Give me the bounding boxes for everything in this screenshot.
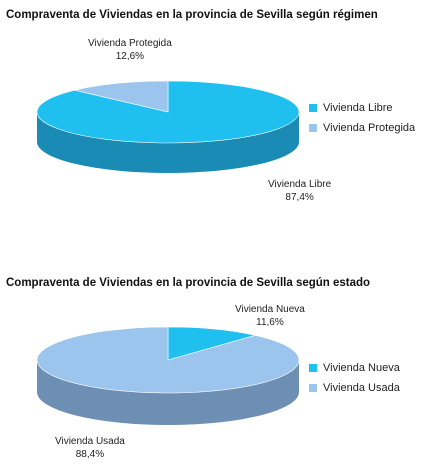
data-label-vivienda-protegida: Vivienda Protegida 12,6%	[88, 37, 172, 63]
data-label-name: Vivienda Libre	[268, 179, 332, 190]
pie-top-faces	[36, 326, 300, 394]
pie-plot	[36, 326, 300, 425]
pie-slice-vivienda-libre	[36, 80, 300, 144]
pie-slice-side	[37, 360, 299, 425]
legend-swatch	[309, 384, 317, 392]
pie-side-walls	[37, 112, 299, 173]
data-label-name: Vivienda Protegida	[88, 38, 172, 49]
data-label-value: 11,6%	[256, 317, 284, 328]
pie-chart-regimen: Compraventa de Viviendas en la provincia…	[0, 0, 429, 230]
pie-slice-vivienda-nueva	[167, 326, 256, 361]
legend: Vivienda Nueva Vivienda Usada	[309, 358, 400, 398]
legend-item-vivienda-nueva: Vivienda Nueva	[309, 358, 400, 378]
legend-item-vivienda-usada: Vivienda Usada	[309, 378, 400, 398]
pie-side-walls	[37, 360, 299, 425]
legend: Vivienda Libre Vivienda Protegida	[309, 98, 415, 138]
data-label-vivienda-usada: Vivienda Usada 88,4%	[55, 435, 125, 461]
data-label-name: Vivienda Nueva	[235, 304, 305, 315]
pie-slice-side	[37, 112, 299, 173]
legend-label: Vivienda Usada	[323, 382, 400, 394]
data-label-vivienda-libre: Vivienda Libre 87,4%	[268, 178, 331, 204]
legend-label: Vivienda Protegida	[323, 122, 416, 134]
legend-swatch	[309, 124, 317, 132]
legend-label: Vivienda Nueva	[323, 362, 400, 374]
legend-item-vivienda-libre: Vivienda Libre	[309, 98, 415, 118]
data-label-vivienda-nueva: Vivienda Nueva 11,6%	[235, 303, 305, 329]
data-label-value: 87,4%	[285, 192, 314, 203]
pie-slice-vivienda-protegida	[74, 80, 169, 113]
data-label-value: 88,4%	[75, 449, 105, 460]
legend-swatch	[309, 364, 317, 372]
data-label-name: Vivienda Usada	[55, 436, 125, 447]
legend-label: Vivienda Libre	[323, 102, 393, 114]
pie-plot	[36, 80, 300, 173]
pie-top-faces	[36, 80, 300, 144]
legend-item-vivienda-protegida: Vivienda Protegida	[309, 118, 415, 138]
pie-chart-estado: Compraventa de Viviendas en la provincia…	[0, 268, 429, 468]
pie-slice-vivienda-usada	[36, 326, 300, 394]
chart-title: Compraventa de Viviendas en la provincia…	[6, 277, 371, 289]
legend-swatch	[309, 104, 317, 112]
data-label-value: 12,6%	[115, 51, 145, 62]
chart-title: Compraventa de Viviendas en la provincia…	[6, 9, 378, 21]
